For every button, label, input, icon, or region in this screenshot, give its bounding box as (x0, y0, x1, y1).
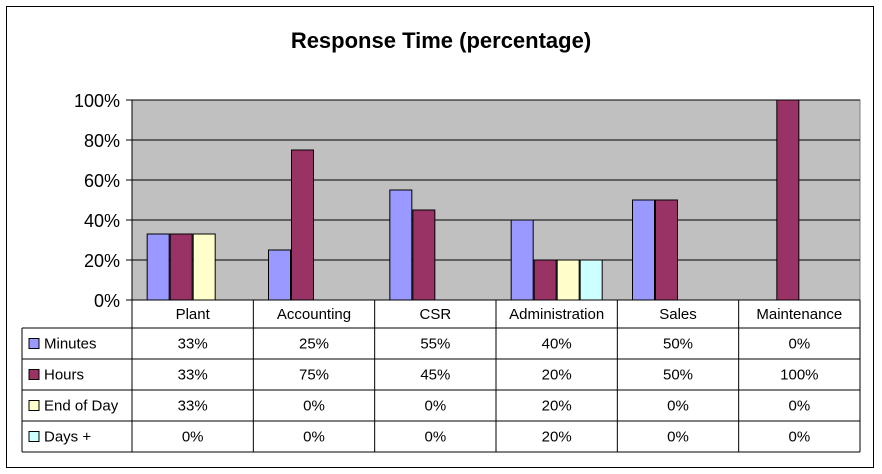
bar (776, 99, 800, 301)
category-label: CSR (419, 306, 451, 323)
data-label: 0% (788, 398, 810, 415)
data-label: 40% (542, 336, 572, 353)
bar (655, 199, 678, 301)
data-label: 20% (542, 429, 572, 446)
data-label: 0% (303, 429, 325, 446)
data-label: 0% (182, 429, 204, 446)
y-tick-label: 40% (84, 211, 120, 231)
data-label: 45% (420, 367, 450, 384)
bar (579, 259, 603, 301)
series-name: Hours (44, 367, 84, 384)
bar (192, 233, 216, 301)
data-label: 0% (424, 398, 446, 415)
legend-key (28, 431, 40, 442)
data-label: 55% (420, 336, 450, 353)
category-label: Sales (659, 306, 697, 323)
data-label: 20% (542, 398, 572, 415)
data-label: 33% (178, 336, 208, 353)
category-label: Plant (176, 306, 211, 323)
bar (169, 233, 193, 301)
bar (556, 259, 580, 301)
bar (268, 249, 291, 301)
y-tick-label: 60% (84, 171, 120, 191)
data-label: 20% (542, 367, 572, 384)
series-name: Days + (44, 429, 91, 446)
series-name: Minutes (44, 336, 97, 353)
data-label: 75% (299, 367, 329, 384)
y-tick-label: 100% (74, 91, 120, 111)
bar (291, 149, 314, 301)
data-label: 33% (178, 398, 208, 415)
category-label: Accounting (277, 306, 351, 323)
data-label: 0% (667, 398, 689, 415)
y-tick-label: 80% (84, 131, 120, 151)
bar (146, 233, 170, 301)
data-label: 33% (178, 367, 208, 384)
y-tick-label: 0% (94, 291, 120, 311)
bar (632, 199, 655, 301)
data-label: 0% (303, 398, 325, 415)
data-label: 50% (663, 367, 693, 384)
data-label: 0% (788, 429, 810, 446)
legend-key (28, 400, 40, 411)
bar (412, 209, 436, 301)
y-tick-label: 20% (84, 251, 120, 271)
plot-area (131, 99, 861, 301)
bar (510, 219, 534, 301)
data-label: 25% (299, 336, 329, 353)
bar (389, 189, 413, 301)
data-label: 0% (788, 336, 810, 353)
data-label: 50% (663, 336, 693, 353)
category-label: Maintenance (756, 306, 842, 323)
series-name: End of Day (44, 398, 119, 415)
chart-title: Response Time (percentage) (291, 28, 591, 53)
legend-key (28, 338, 40, 349)
data-label: 0% (424, 429, 446, 446)
bar (533, 259, 557, 301)
data-label: 100% (780, 367, 818, 384)
legend-key (28, 369, 40, 380)
category-label: Administration (509, 306, 604, 323)
data-label: 0% (667, 429, 689, 446)
